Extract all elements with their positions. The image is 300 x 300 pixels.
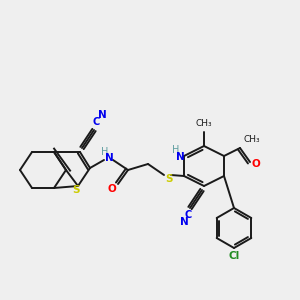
Text: O: O (252, 159, 260, 169)
Text: C: C (92, 117, 100, 127)
Text: N: N (105, 153, 113, 163)
Text: CH₃: CH₃ (244, 136, 260, 145)
Text: Cl: Cl (228, 251, 240, 261)
Text: C: C (184, 210, 192, 220)
Text: H: H (101, 147, 109, 157)
Text: CH₃: CH₃ (196, 119, 212, 128)
Text: S: S (165, 174, 173, 184)
Text: N: N (180, 217, 188, 227)
Text: N: N (176, 152, 184, 162)
Text: N: N (98, 110, 106, 120)
Text: H: H (172, 145, 180, 155)
Text: O: O (108, 184, 116, 194)
Text: S: S (72, 185, 80, 195)
